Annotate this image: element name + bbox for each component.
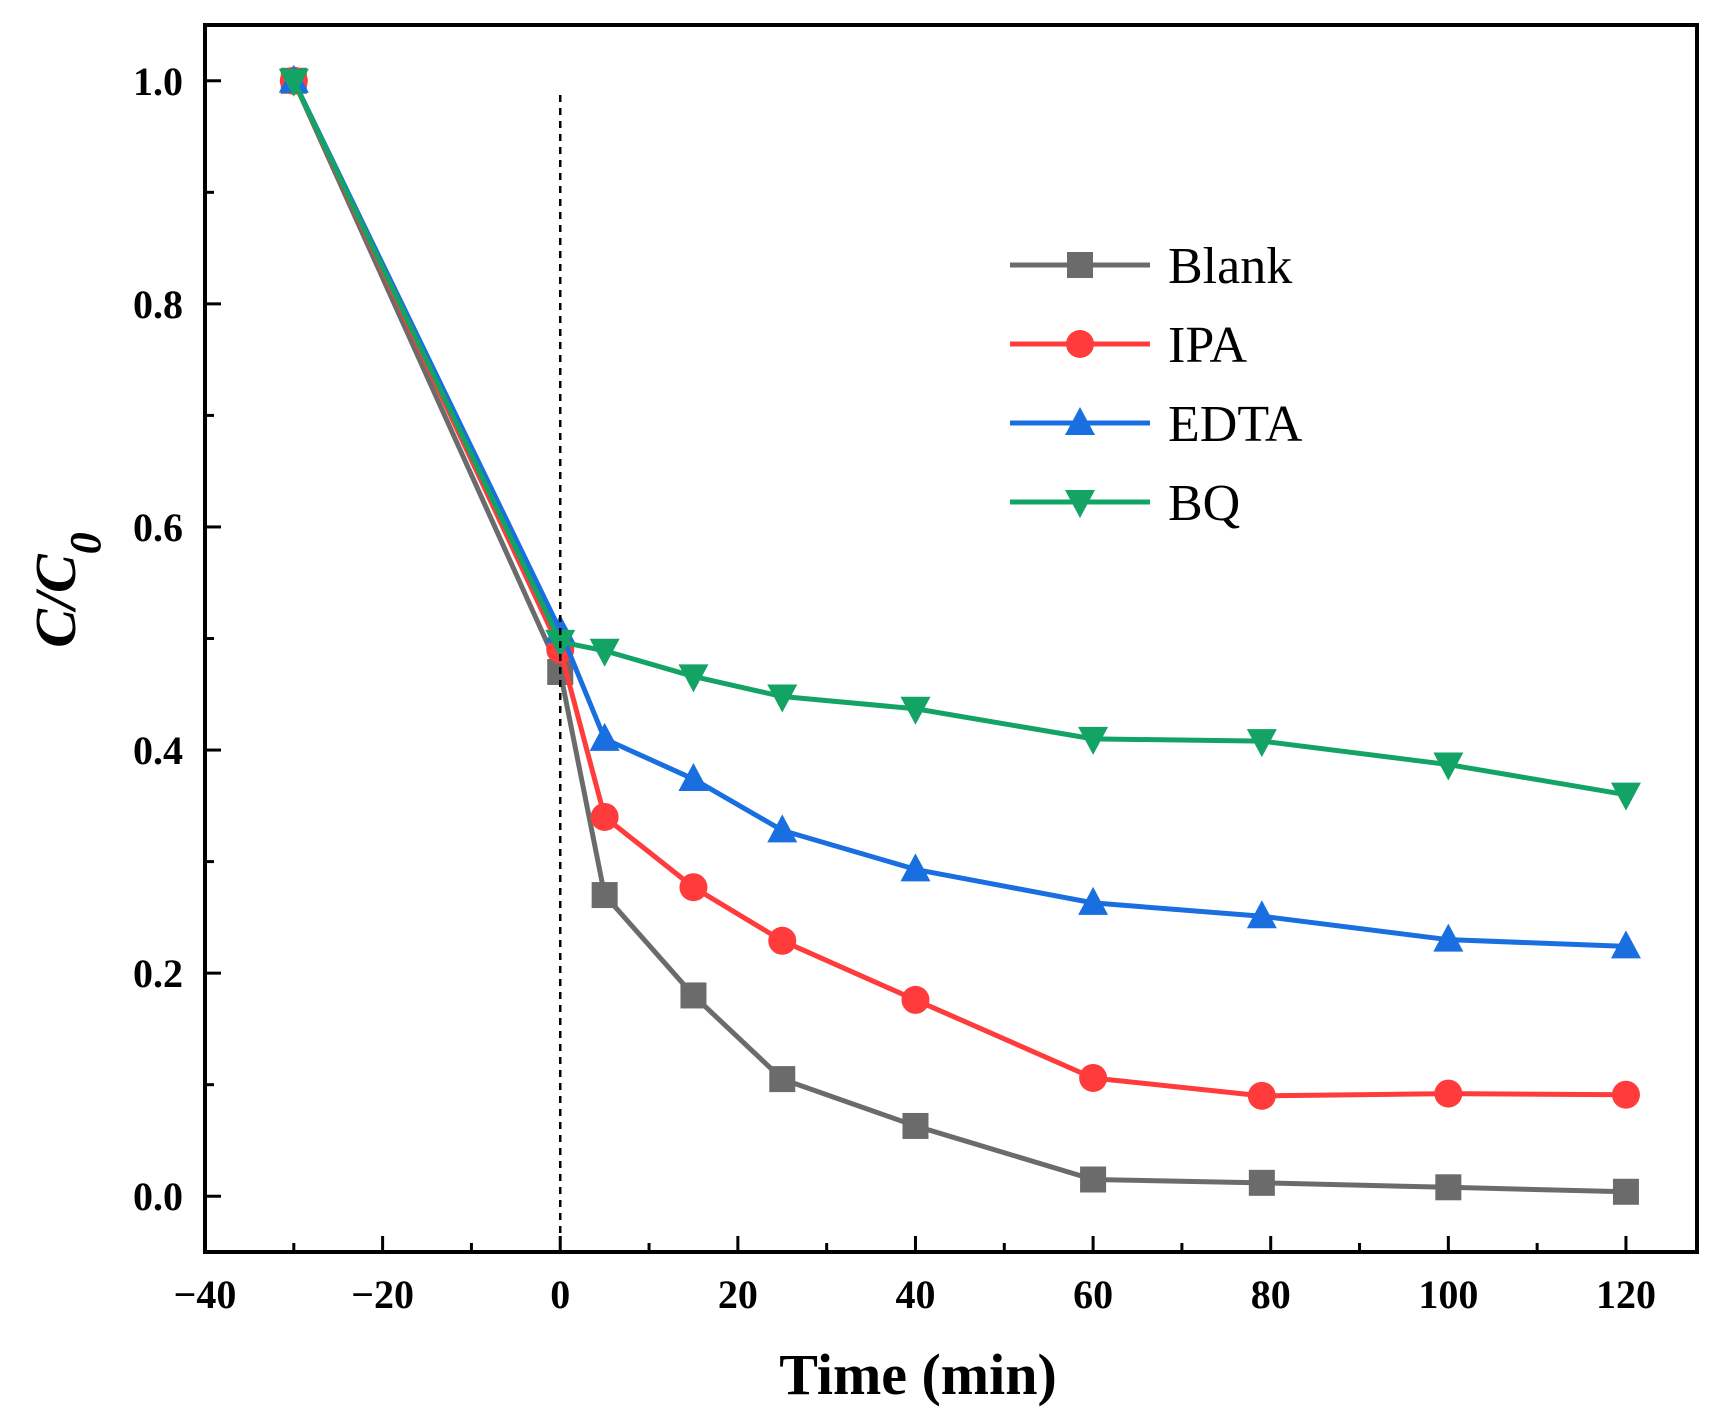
y-tick-label: 1.0	[133, 59, 183, 104]
legend-marker	[1065, 490, 1095, 518]
series-line-bq	[291, 79, 1627, 798]
plot-frame	[203, 23, 1699, 1254]
series-bq	[278, 68, 1641, 811]
data-point-bq	[1433, 752, 1464, 781]
legend: Blank IPA EDTA BQ	[1010, 238, 1303, 532]
data-point-ipa	[590, 802, 619, 831]
series-ipa	[279, 66, 1640, 1110]
data-point-blank	[1612, 1178, 1639, 1205]
x-tick-label: 40	[895, 1272, 935, 1317]
data-point-edta	[900, 853, 931, 882]
data-point-bq	[1610, 782, 1641, 811]
data-point-blank	[1248, 1169, 1275, 1196]
y-tick-label: 0.8	[133, 282, 183, 327]
legend-marker	[1065, 407, 1095, 435]
data-point-ipa	[1434, 1079, 1463, 1108]
legend-item-blank: Blank	[1010, 238, 1292, 295]
y-tick-label: 0.4	[133, 728, 183, 773]
series-line-blank	[291, 79, 1627, 1195]
x-tick-label: 100	[1418, 1272, 1478, 1317]
series-line-ipa	[291, 79, 1626, 1099]
legend-marker	[1067, 252, 1093, 278]
x-tick-label: 120	[1596, 1272, 1656, 1317]
x-tick-label: 60	[1073, 1272, 1113, 1317]
data-point-bq	[900, 696, 931, 725]
legend-item-edta: EDTA	[1010, 396, 1303, 453]
x-tick-label: −40	[174, 1272, 237, 1317]
data-point-bq	[278, 68, 309, 97]
x-tick-label: 20	[718, 1272, 758, 1317]
data-point-ipa	[1079, 1063, 1108, 1092]
legend-label: IPA	[1168, 317, 1247, 374]
data-point-bq	[1078, 726, 1109, 755]
data-point-ipa	[901, 985, 930, 1014]
y-axis-title: C/C0	[23, 532, 110, 648]
data-point-bq	[678, 664, 709, 693]
data-point-ipa	[679, 873, 708, 902]
data-point-blank	[1435, 1174, 1462, 1201]
data-point-blank	[1080, 1166, 1107, 1193]
x-tick-label: 0	[550, 1272, 570, 1317]
axes-layer: −40 −20 0 20 40 60 80 100 120 0.0 0.2 0.4 0.6 0.8 1.0	[133, 23, 1699, 1317]
data-point-ipa	[1247, 1081, 1276, 1110]
data-point-bq	[589, 638, 620, 667]
y-axis-title-subscript: 0	[61, 532, 110, 554]
y-tick-label: 0.0	[133, 1174, 183, 1219]
data-point-edta	[1433, 923, 1464, 952]
data-point-blank	[769, 1066, 796, 1093]
data-point-edta	[678, 763, 709, 792]
data-point-blank	[680, 982, 707, 1009]
legend-label: BQ	[1168, 475, 1240, 532]
legend-item-ipa: IPA	[1010, 317, 1247, 374]
y-axis-title-main: C/C	[23, 553, 88, 648]
data-point-bq	[1246, 729, 1277, 758]
series-blank	[280, 67, 1639, 1205]
data-point-edta	[1610, 930, 1641, 959]
y-tick-label: 0.6	[133, 505, 183, 550]
y-tick-label: 0.2	[133, 951, 183, 996]
data-point-bq	[767, 684, 798, 713]
x-tick-label: −20	[351, 1272, 414, 1317]
series-line-edta	[291, 79, 1627, 949]
x-axis-title: Time (min)	[779, 1342, 1057, 1407]
legend-item-bq: BQ	[1010, 475, 1240, 532]
series-layer	[278, 64, 1641, 1205]
data-point-blank	[902, 1112, 929, 1139]
legend-label: EDTA	[1168, 396, 1303, 453]
data-point-ipa	[1611, 1080, 1640, 1109]
legend-marker	[1066, 330, 1094, 358]
series-edta	[278, 64, 1641, 959]
data-point-blank	[591, 882, 618, 909]
data-point-edta	[1246, 900, 1277, 929]
data-point-edta	[1078, 886, 1109, 915]
x-tick-label: 80	[1251, 1272, 1291, 1317]
data-point-edta	[767, 814, 798, 843]
legend-label: Blank	[1168, 238, 1292, 295]
data-point-edta	[589, 722, 620, 751]
data-point-ipa	[768, 926, 797, 955]
